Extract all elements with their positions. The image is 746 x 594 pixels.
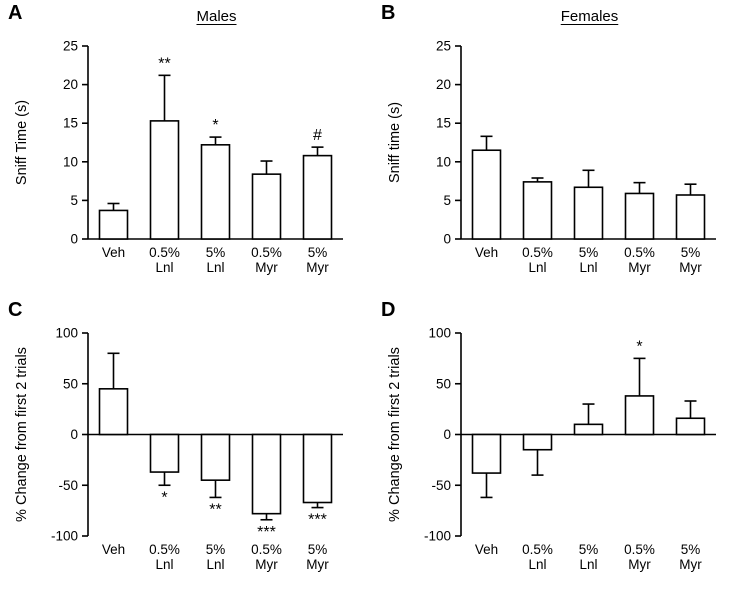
panel-a-males-sniff-time: A Males 0 5 10 15 20 25 Veh ** 0.5% Lnl * 5% Lnl 0.5%… (0, 0, 373, 297)
svg-text:25: 25 (436, 39, 451, 54)
svg-text:*: * (636, 338, 642, 355)
svg-text:Lnl: Lnl (206, 260, 224, 275)
svg-text:0.5%: 0.5% (251, 542, 282, 557)
svg-text:Myr: Myr (679, 557, 702, 572)
svg-text:Myr: Myr (679, 260, 702, 275)
svg-text:*: * (161, 489, 167, 506)
svg-text:Sniff Time (s): Sniff Time (s) (14, 100, 30, 185)
svg-text:Lnl: Lnl (528, 557, 546, 572)
svg-text:15: 15 (63, 116, 78, 131)
svg-text:Veh: Veh (102, 245, 125, 260)
panel-letter-a: A (8, 2, 23, 24)
svg-text:5: 5 (443, 193, 451, 208)
svg-text:5%: 5% (206, 542, 226, 557)
svg-text:% Change from first 2 trials: % Change from first 2 trials (387, 347, 403, 522)
panel-letter-d: D (381, 299, 396, 321)
svg-text:-50: -50 (431, 478, 451, 493)
svg-text:Veh: Veh (475, 542, 498, 557)
svg-text:-100: -100 (51, 529, 78, 544)
svg-text:*: * (212, 117, 218, 134)
svg-text:#: # (313, 127, 322, 144)
svg-text:0: 0 (443, 232, 451, 247)
panel-b-females-sniff-time: B Females 0 5 10 15 20 25 Veh 0.5% Lnl 5% Lnl 0.5% M… (373, 0, 746, 297)
svg-text:Lnl: Lnl (579, 260, 597, 275)
svg-text:5%: 5% (308, 542, 328, 557)
svg-text:Lnl: Lnl (528, 260, 546, 275)
svg-text:5%: 5% (579, 542, 599, 557)
svg-text:Myr: Myr (306, 260, 329, 275)
svg-text:***: *** (308, 512, 327, 529)
svg-text:5: 5 (70, 193, 78, 208)
svg-text:Lnl: Lnl (155, 260, 173, 275)
svg-text:-50: -50 (58, 478, 78, 493)
svg-text:Veh: Veh (475, 245, 498, 260)
panel-title-females: Females (560, 8, 619, 25)
svg-text:5%: 5% (681, 245, 701, 260)
svg-text:0.5%: 0.5% (624, 542, 655, 557)
svg-text:***: *** (257, 524, 276, 541)
svg-text:25: 25 (63, 39, 78, 54)
svg-text:5%: 5% (681, 542, 701, 557)
svg-text:**: ** (158, 55, 170, 72)
svg-text:0.5%: 0.5% (149, 542, 180, 557)
svg-text:**: ** (209, 501, 221, 518)
panel-letter-b: B (381, 2, 396, 24)
svg-text:0.5%: 0.5% (251, 245, 282, 260)
svg-text:15: 15 (436, 116, 451, 131)
bar-chart-males-sniff-time: 0510152025Veh**0.5%Lnl*5%Lnl0.5%Myr#5%My… (14, 39, 343, 275)
bar-chart-males-percent-change: -100-50050100Veh*0.5%Lnl**5%Lnl***0.5%My… (14, 326, 343, 572)
svg-text:100: 100 (428, 326, 451, 341)
svg-text:Lnl: Lnl (206, 557, 224, 572)
svg-text:% Change from first 2 trials: % Change from first 2 trials (14, 347, 30, 522)
svg-text:-100: -100 (424, 529, 451, 544)
svg-text:Myr: Myr (628, 260, 651, 275)
svg-text:Sniff time (s): Sniff time (s) (387, 102, 403, 183)
svg-text:0.5%: 0.5% (624, 245, 655, 260)
svg-text:5%: 5% (308, 245, 328, 260)
panel-letter-c: C (8, 299, 23, 321)
svg-text:0: 0 (443, 427, 451, 442)
svg-text:Lnl: Lnl (155, 557, 173, 572)
svg-text:10: 10 (436, 154, 451, 169)
svg-text:20: 20 (63, 77, 78, 92)
svg-text:0.5%: 0.5% (149, 245, 180, 260)
svg-text:0.5%: 0.5% (522, 245, 553, 260)
svg-text:Myr: Myr (255, 557, 278, 572)
svg-text:5%: 5% (206, 245, 226, 260)
svg-text:Veh: Veh (102, 542, 125, 557)
svg-text:0: 0 (70, 427, 78, 442)
svg-text:Myr: Myr (255, 260, 278, 275)
svg-text:Myr: Myr (306, 557, 329, 572)
panel-d-females-percent-change: D -100 -50 0 50 100 Veh 0.5% Lnl 5% Lnl * 0.5% Myr 5%… (373, 297, 746, 594)
svg-text:50: 50 (63, 376, 78, 391)
svg-text:Myr: Myr (628, 557, 651, 572)
svg-text:100: 100 (55, 326, 78, 341)
svg-text:50: 50 (436, 376, 451, 391)
svg-text:10: 10 (63, 154, 78, 169)
panel-title-males: Males (196, 8, 237, 25)
svg-text:0.5%: 0.5% (522, 542, 553, 557)
svg-text:Lnl: Lnl (579, 557, 597, 572)
svg-text:5%: 5% (579, 245, 599, 260)
svg-text:20: 20 (436, 77, 451, 92)
panel-c-males-percent-change: C -100 -50 0 50 100 Veh * 0.5% Lnl ** 5% Lnl *** 0.5%… (0, 297, 373, 594)
svg-text:0: 0 (70, 232, 78, 247)
